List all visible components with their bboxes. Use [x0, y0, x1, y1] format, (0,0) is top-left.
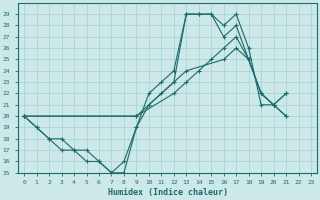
X-axis label: Humidex (Indice chaleur): Humidex (Indice chaleur)	[108, 188, 228, 197]
